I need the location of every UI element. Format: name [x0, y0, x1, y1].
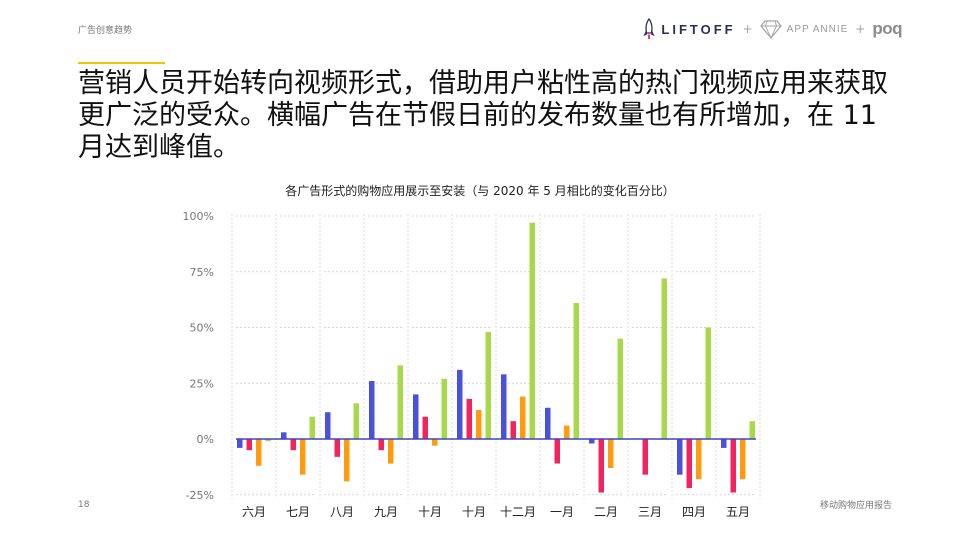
x-tick-label: 八月 — [330, 505, 354, 519]
bar — [661, 278, 667, 439]
bar — [740, 439, 746, 480]
appannie-logo: APP ANNIE — [759, 19, 849, 39]
bar — [545, 407, 551, 439]
partner-logos: LIFTOFF + APP ANNIE + poq — [643, 16, 902, 42]
section-label: 广告创意趋势 — [78, 26, 133, 36]
bar — [281, 432, 287, 439]
y-tick-label: 0% — [197, 433, 214, 446]
x-tick-label: 五月 — [726, 505, 750, 519]
x-tick-label: 二月 — [594, 505, 618, 519]
bar — [466, 398, 472, 439]
bar — [378, 439, 384, 451]
bar — [300, 439, 306, 475]
bar — [686, 439, 692, 489]
bar — [334, 439, 340, 457]
x-tick-label: 十月 — [418, 505, 442, 519]
bar — [422, 416, 428, 439]
x-tick-label: 十二月 — [500, 505, 536, 519]
bar — [617, 338, 623, 439]
bar — [485, 331, 491, 439]
plus-separator-2: + — [855, 22, 866, 36]
x-tick-label: 六月 — [242, 505, 266, 519]
bar — [369, 381, 375, 439]
bar — [642, 439, 648, 475]
bar — [730, 439, 736, 493]
bar — [554, 439, 560, 464]
bar — [598, 439, 604, 493]
bar — [589, 439, 595, 444]
x-tick-label: 一月 — [550, 505, 574, 519]
bar — [325, 412, 331, 439]
diamond-icon — [759, 20, 782, 39]
x-tick-label: 七月 — [286, 505, 310, 519]
bar — [246, 439, 252, 451]
bar — [573, 302, 579, 439]
bar — [520, 396, 526, 439]
y-tick-label: 100% — [183, 210, 214, 223]
rocket-icon — [643, 18, 656, 39]
y-tick-label: 25% — [190, 377, 214, 390]
x-tick-label: 九月 — [374, 505, 398, 519]
bar — [705, 327, 711, 439]
y-tick-label: 75% — [190, 266, 214, 279]
bar — [413, 394, 419, 439]
bar — [529, 222, 535, 439]
bar — [677, 439, 683, 475]
bar — [388, 439, 394, 464]
bar — [309, 416, 315, 439]
bar — [256, 439, 262, 466]
y-tick-label: -25% — [186, 489, 214, 502]
bar — [237, 439, 243, 448]
chart-title: 各广告形式的购物应用展示至安装（与 2020 年 5 月相比的变化百分比） — [285, 184, 675, 198]
bar — [564, 425, 570, 439]
bar — [510, 421, 516, 439]
liftoff-logo: LIFTOFF — [643, 18, 735, 40]
bar — [265, 439, 271, 442]
y-tick-label: 50% — [190, 322, 214, 335]
bar — [608, 439, 614, 468]
bar — [290, 439, 296, 451]
headline: 营销人员开始转向视频形式，借助用户粘性高的热门视频应用来获取更广泛的受众。横幅广… — [78, 68, 888, 163]
report-name: 移动购物应用报告 — [819, 501, 892, 511]
bar — [441, 378, 447, 439]
bar — [696, 439, 702, 480]
bar — [344, 439, 350, 482]
liftoff-wordmark: LIFTOFF — [661, 21, 736, 37]
poq-logo: poq — [872, 19, 902, 38]
plus-separator: + — [742, 22, 753, 36]
x-tick-label: 十月 — [462, 505, 486, 519]
bar — [476, 410, 482, 439]
bar — [432, 439, 438, 446]
bar — [749, 421, 755, 439]
accent-line — [78, 62, 165, 64]
bar — [721, 439, 727, 448]
x-tick-label: 四月 — [682, 505, 706, 519]
bar — [457, 369, 463, 439]
x-tick-label: 三月 — [638, 505, 662, 519]
bar — [501, 374, 507, 439]
appannie-wordmark: APP ANNIE — [786, 23, 849, 35]
bar — [397, 365, 403, 439]
bar — [353, 403, 359, 439]
page-number: 18 — [78, 500, 90, 510]
